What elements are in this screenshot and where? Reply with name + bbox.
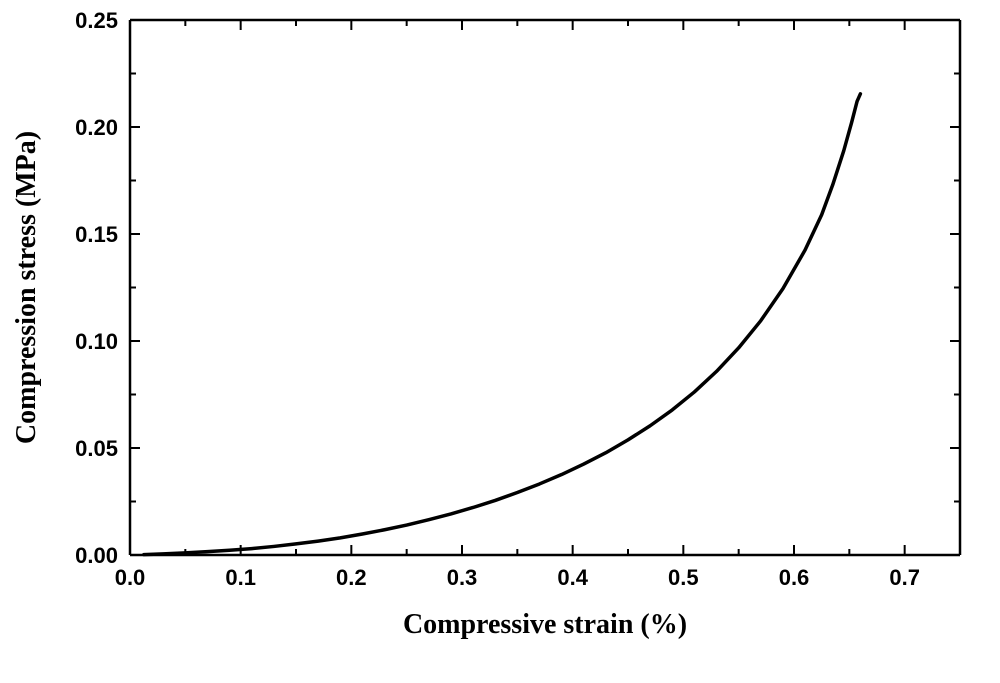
svg-text:0.10: 0.10: [75, 329, 118, 354]
svg-text:0.00: 0.00: [75, 543, 118, 568]
svg-text:0.0: 0.0: [115, 565, 146, 590]
svg-text:Compression stress (MPa): Compression stress (MPa): [11, 131, 42, 444]
series-stress-strain: [144, 94, 861, 555]
stress-strain-chart: 0.0 0.1 0.2 0.3 0.4 0.5 0.6 0.7 0.00 0.05 0.10 0.15…: [0, 0, 1000, 683]
svg-text:0.7: 0.7: [889, 565, 920, 590]
svg-text:0.3: 0.3: [447, 565, 478, 590]
svg-text:0.4: 0.4: [557, 565, 588, 590]
svg-text:0.5: 0.5: [668, 565, 699, 590]
svg-text:0.1: 0.1: [225, 565, 256, 590]
svg-text:Compressive strain (%): Compressive strain (%): [403, 609, 687, 640]
svg-text:0.25: 0.25: [75, 8, 118, 33]
svg-text:0.2: 0.2: [336, 565, 367, 590]
svg-text:0.20: 0.20: [75, 115, 118, 140]
svg-text:0.15: 0.15: [75, 222, 118, 247]
svg-text:0.05: 0.05: [75, 436, 118, 461]
chart-svg: 0.0 0.1 0.2 0.3 0.4 0.5 0.6 0.7 0.00 0.05 0.10 0.15…: [0, 0, 1000, 683]
svg-text:0.6: 0.6: [779, 565, 810, 590]
